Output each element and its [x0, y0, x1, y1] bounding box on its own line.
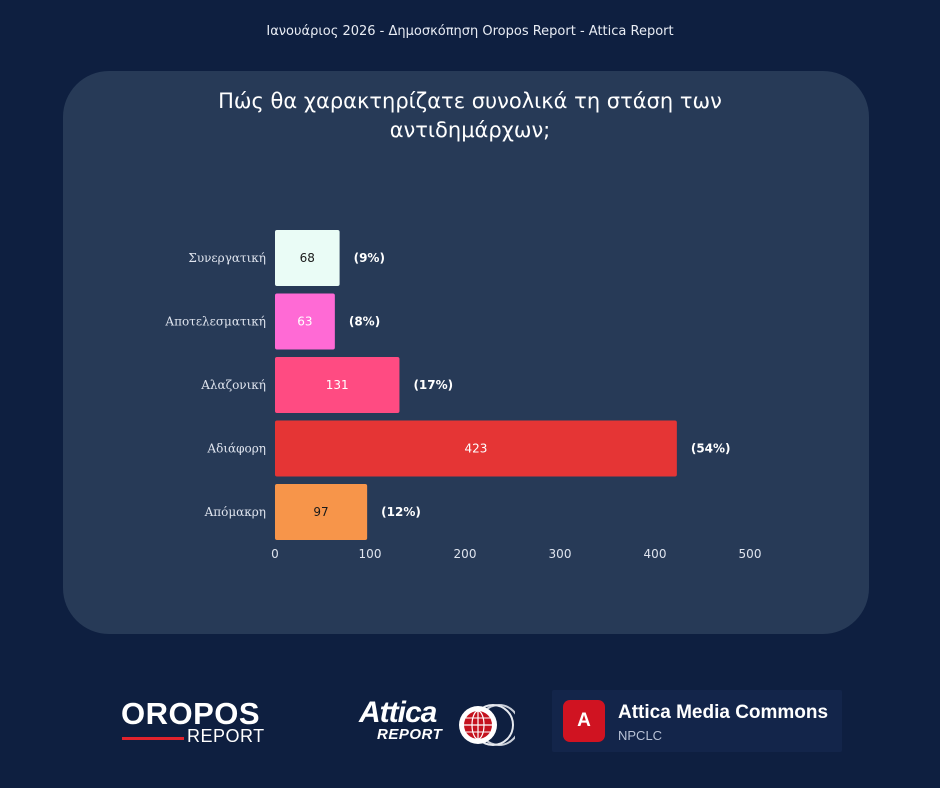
bar-value-label: 68: [300, 251, 315, 265]
oropos-logo-word: OROPOS: [121, 696, 261, 731]
category-label: Απόμακρη: [204, 505, 266, 519]
bar-4: [275, 484, 368, 540]
bar-percent-label: (17%): [413, 378, 453, 392]
category-label: Αλαζονική: [200, 378, 266, 392]
category-label: Συνεργατική: [188, 251, 266, 265]
chart-title-line-2: αντιδημάρχων;: [389, 118, 551, 142]
chart-title-line-1: Πώς θα χαρακτηρίζατε συνολικά τη στάση τ…: [218, 89, 722, 113]
bar-value-label: 423: [464, 442, 487, 456]
poll-subtitle: Ιανουάριος 2026 - Δημοσκόπηση Oropos Rep…: [266, 24, 674, 39]
bar-0: [275, 230, 340, 286]
oropos-logo-underline: [122, 737, 184, 740]
x-tick-label: 400: [644, 547, 667, 561]
bar-percent-label: (54%): [691, 442, 731, 456]
attica-media-commons-logo: A Attica Media Commons NPCLC: [552, 690, 842, 752]
bar-value-label: 131: [326, 378, 349, 392]
amc-badge-icon: A: [563, 700, 605, 742]
attica-logo-sub: REPORT: [377, 726, 443, 743]
chart-card: [63, 71, 869, 634]
category-label: Αποτελεσματική: [164, 315, 266, 329]
oropos-logo-sub: REPORT: [187, 726, 265, 746]
bar-percent-label: (8%): [349, 315, 380, 329]
x-tick-label: 100: [359, 547, 382, 561]
bar-3: [275, 420, 677, 477]
chart-title: Πώς θα χαρακτηρίζατε συνολικά τη στάση τ…: [200, 87, 740, 145]
category-label: Αδιάφορη: [206, 442, 266, 456]
bar-value-label: 63: [297, 315, 312, 329]
bar-value-label: 97: [313, 505, 328, 519]
attica-report-logo: Attica REPORT: [345, 694, 515, 754]
x-tick-label: 300: [549, 547, 572, 561]
globe-icon: [459, 704, 515, 746]
x-tick-label: 500: [739, 547, 762, 561]
attica-logo-word: Attica: [359, 696, 437, 729]
amc-subtitle: NPCLC: [618, 728, 663, 743]
bar-1: [275, 293, 335, 350]
footer-logos: OROPOS REPORT Attica REPORT A Attica Med…: [0, 690, 940, 760]
x-tick-label: 200: [454, 547, 477, 561]
bar-2: [275, 357, 400, 413]
bar-percent-label: (9%): [354, 251, 385, 265]
bar-percent-label: (12%): [381, 505, 421, 519]
x-tick-label: 0: [271, 547, 279, 561]
amc-title: Attica Media Commons: [618, 702, 829, 723]
oropos-report-logo: OROPOS REPORT: [121, 690, 266, 750]
